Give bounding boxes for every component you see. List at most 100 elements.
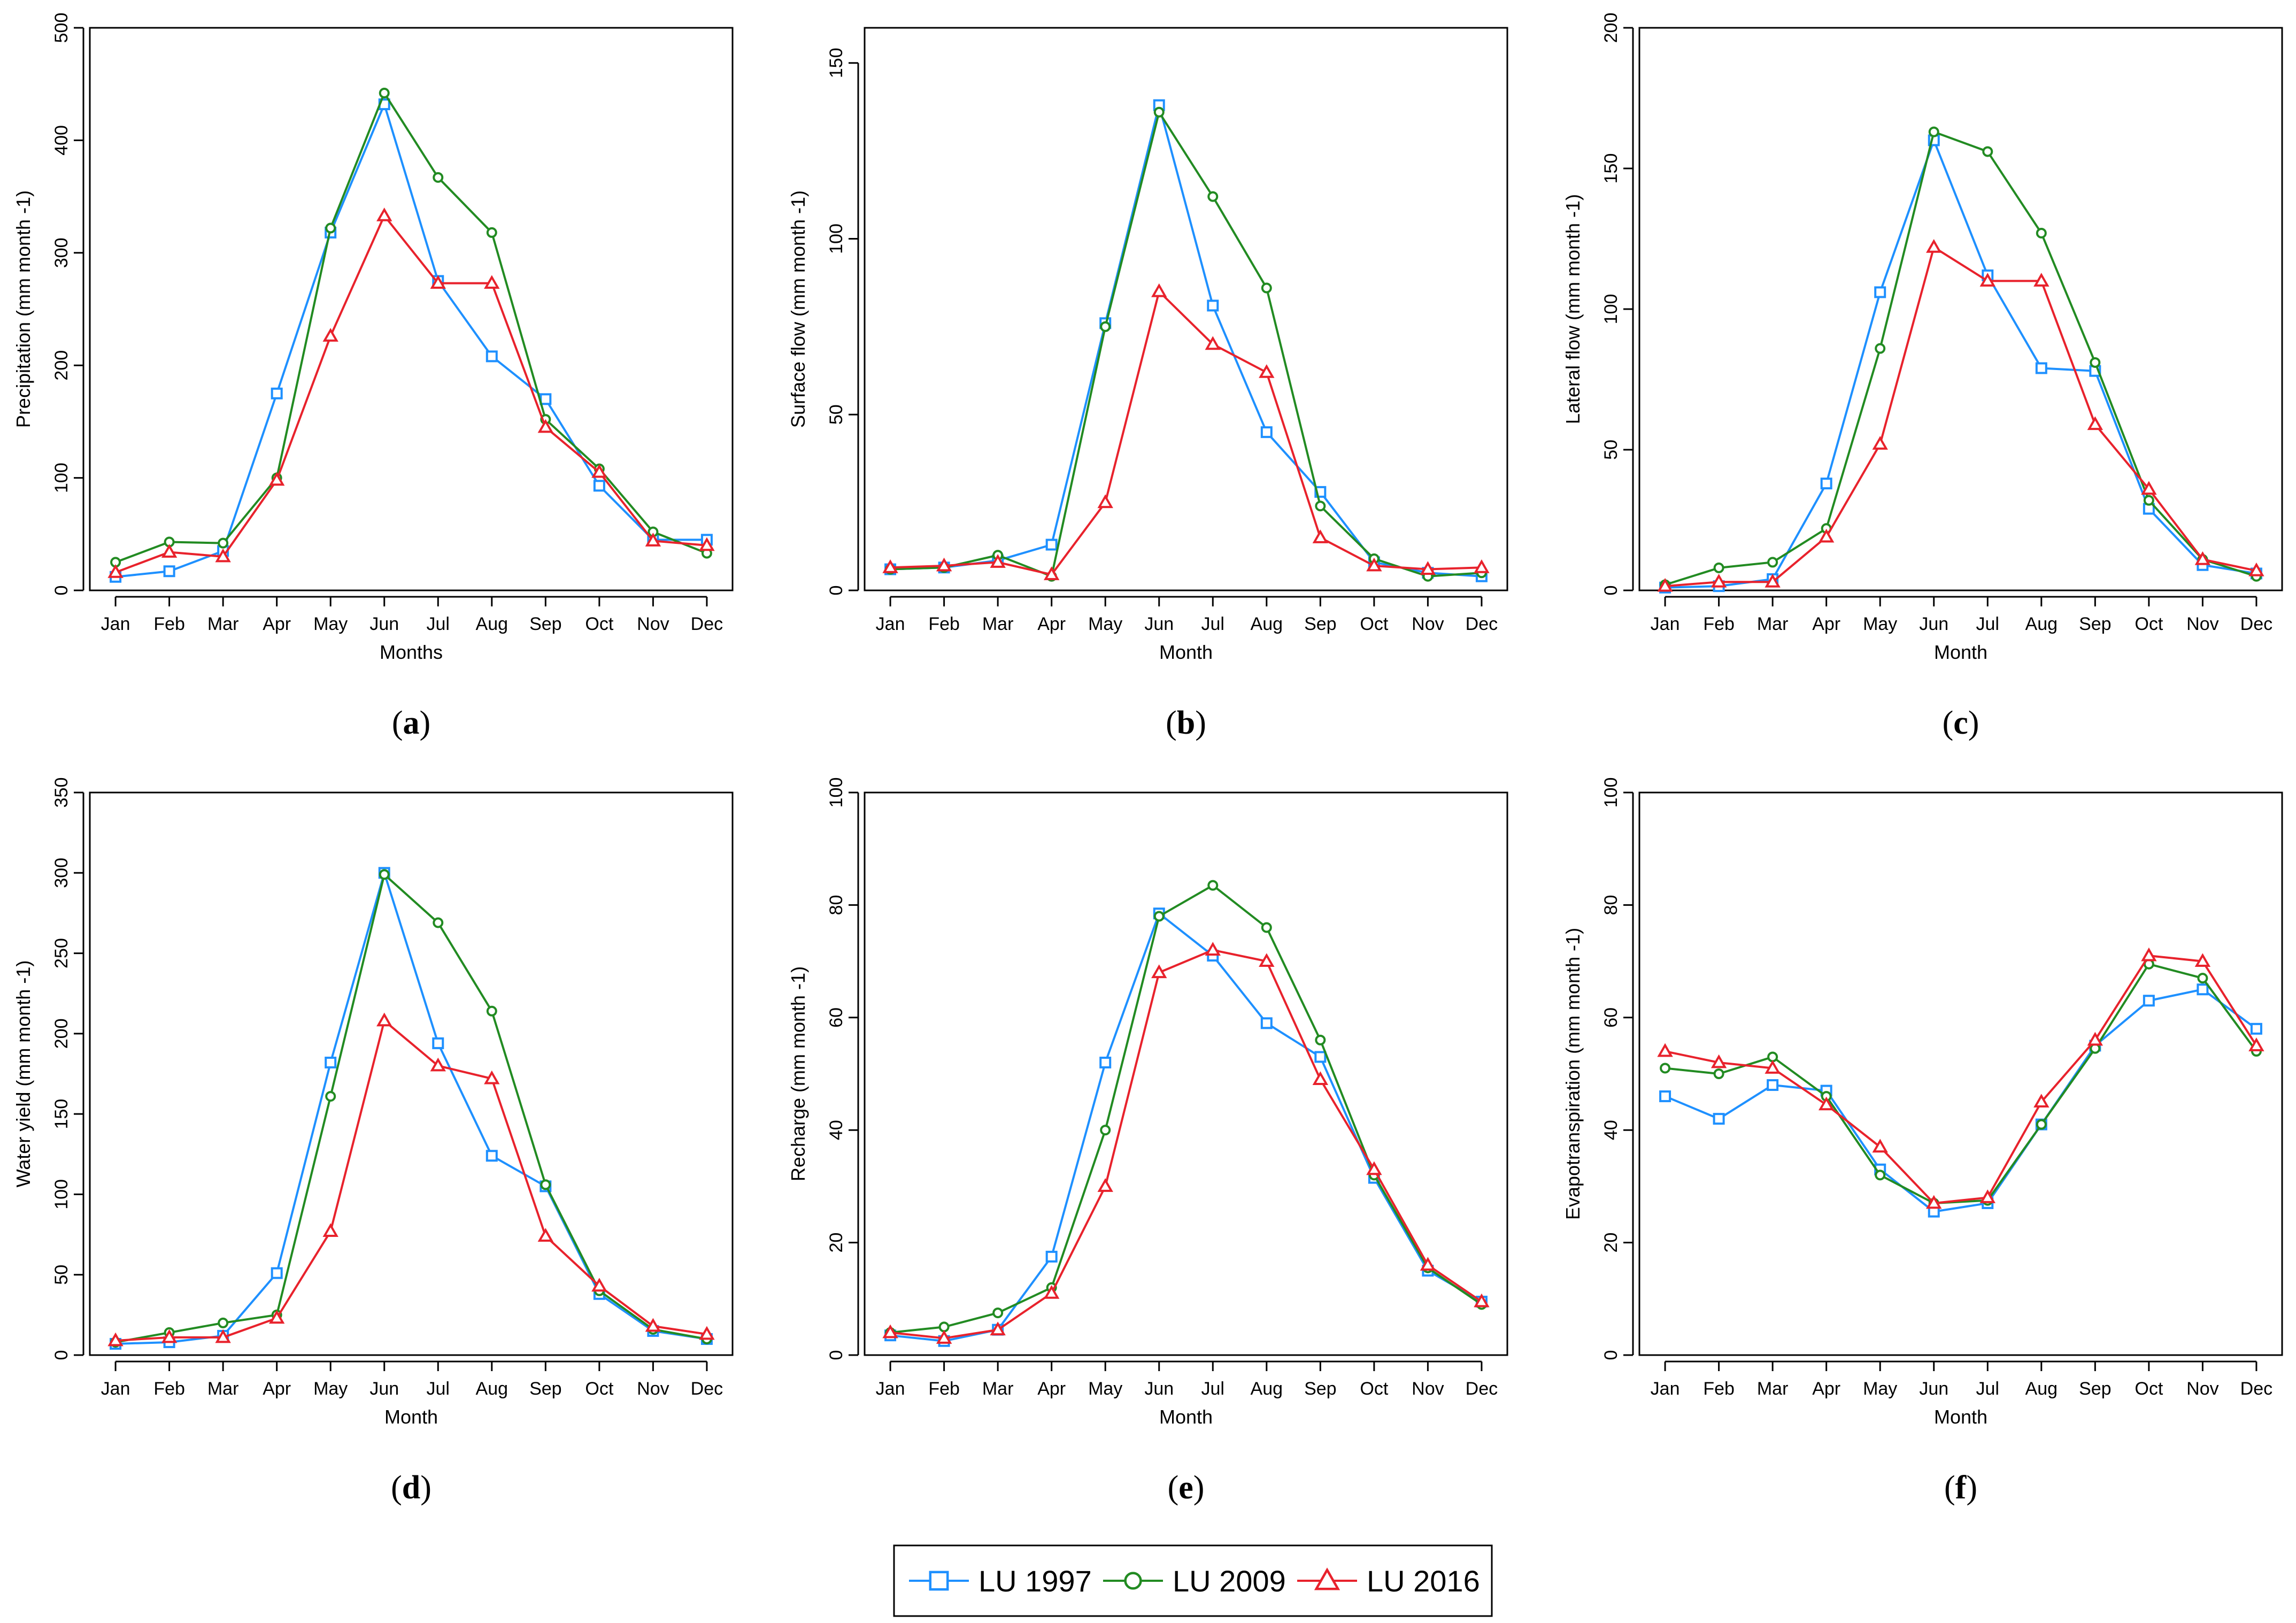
y-tick-label: 80 (826, 895, 846, 915)
y-tick-label: 60 (1601, 1007, 1621, 1028)
data-point (2087, 1032, 2104, 1046)
series-line (1665, 130, 2257, 586)
data-point (540, 1179, 551, 1190)
plot-frame (864, 791, 1508, 1356)
data-point (2033, 273, 2050, 287)
y-tick-label: 0 (1601, 586, 1621, 596)
x-tick-label: Oct (2135, 614, 2163, 634)
x-tick-label: Jul (427, 1379, 450, 1399)
data-point (2143, 495, 2154, 506)
series-line (1665, 246, 2257, 588)
data-point (486, 1150, 498, 1162)
legend-items: LU 1997 LU 2009 LU 2016 (909, 1564, 1480, 1598)
data-point (1711, 573, 1727, 588)
series-line (115, 872, 707, 1345)
y-axis: 0 50 100 150 (826, 48, 859, 595)
data-point (1875, 343, 1886, 354)
x-axis-title: Months (380, 641, 443, 663)
series-lu-1997 (884, 907, 1488, 1347)
x-tick-label: Oct (2135, 1379, 2163, 1399)
series-lu-2016 (107, 1012, 715, 1347)
x-tick-label: Apr (1812, 1379, 1840, 1399)
data-point (376, 207, 392, 221)
data-point (936, 557, 952, 572)
y-axis-title: Water yield (mm month -1) (12, 960, 34, 1188)
data-point (1928, 126, 1939, 137)
data-point (1100, 1125, 1111, 1136)
chart-panel-a: 0 100 200 300 400 500 Precipitation (mm month … (12, 13, 734, 741)
data-point (2197, 983, 2209, 996)
panel-label: (e) (1168, 1470, 1205, 1506)
y-tick-label: 100 (51, 463, 72, 493)
data-point (540, 393, 552, 405)
data-point (1765, 1060, 1781, 1074)
data-point (2090, 357, 2101, 368)
x-tick-label: Aug (1251, 614, 1283, 634)
series-line (1665, 963, 2258, 1204)
series-lu-2016 (1657, 239, 2264, 592)
data-point (1872, 436, 1888, 450)
series-lu-2016 (1657, 947, 2264, 1209)
data-point (1660, 1063, 1671, 1074)
data-point (938, 1321, 950, 1333)
y-axis-title: Recharge (mm month -1) (787, 966, 809, 1181)
data-point (1153, 911, 1165, 922)
legend-item-lu-1997: LU 1997 (909, 1564, 1092, 1598)
data-point (1043, 1284, 1060, 1299)
panel-label: (c) (1943, 705, 1979, 741)
x-axis-title: Month (384, 1406, 438, 1428)
y-axis-title: Surface flow (mm month -1) (787, 190, 809, 428)
series-line (115, 103, 707, 578)
y-axis: 0 100 200 300 400 500 (51, 13, 84, 595)
data-point (325, 222, 336, 234)
legend-label: LU 2016 (1367, 1564, 1480, 1598)
x-tick-label: Nov (1412, 1379, 1444, 1399)
data-point (2036, 1119, 2047, 1130)
data-point (537, 419, 554, 433)
data-point (882, 559, 898, 573)
x-axis-title: Month (1159, 1406, 1213, 1428)
y-tick-label: 0 (51, 1350, 72, 1360)
data-point (1205, 336, 1221, 350)
data-point (992, 1307, 1004, 1319)
data-point (379, 869, 390, 880)
data-point (1045, 539, 1058, 551)
legend-marker (1314, 1567, 1340, 1590)
x-tick-label: Apr (1812, 614, 1840, 634)
data-point (430, 275, 446, 289)
x-tick-label: Sep (529, 1379, 562, 1399)
data-point (1979, 273, 1995, 287)
series-line (1665, 139, 2257, 589)
series-line (1665, 955, 2258, 1204)
data-point (1097, 494, 1113, 509)
x-tick-label: May (1088, 614, 1122, 634)
series-line (115, 92, 707, 564)
data-point (1207, 880, 1219, 891)
data-point (161, 1329, 178, 1343)
series-lu-2016 (882, 283, 1490, 580)
data-point (322, 1223, 338, 1237)
x-tick-label: Oct (1360, 1379, 1388, 1399)
data-point (1261, 282, 1272, 294)
y-tick-label: 300 (51, 237, 72, 268)
chart-panel-e: 0 20 40 60 80 100 Recharge (mm month -1) Jan Feb… (787, 778, 1508, 1506)
data-point (1979, 1189, 1995, 1203)
data-point (1657, 578, 1673, 592)
series-line (890, 884, 1483, 1334)
data-point (1207, 191, 1219, 202)
data-point (107, 564, 124, 578)
y-tick-label: 60 (826, 1007, 846, 1028)
data-point (936, 1330, 952, 1344)
x-axis-title: Month (1159, 641, 1213, 663)
data-point (1767, 1051, 1778, 1063)
x-tick-label: Dec (1466, 1379, 1498, 1399)
x-tick-label: Jun (1144, 1379, 1174, 1399)
chart-panel-d: 0 50 100 150 200 250 300 350 Water yield (mm mon… (12, 778, 734, 1506)
series-line (890, 111, 1482, 578)
y-tick-label: 200 (51, 350, 72, 381)
data-point (591, 464, 607, 478)
data-point (1151, 283, 1167, 297)
y-tick-label: 150 (1601, 153, 1621, 184)
